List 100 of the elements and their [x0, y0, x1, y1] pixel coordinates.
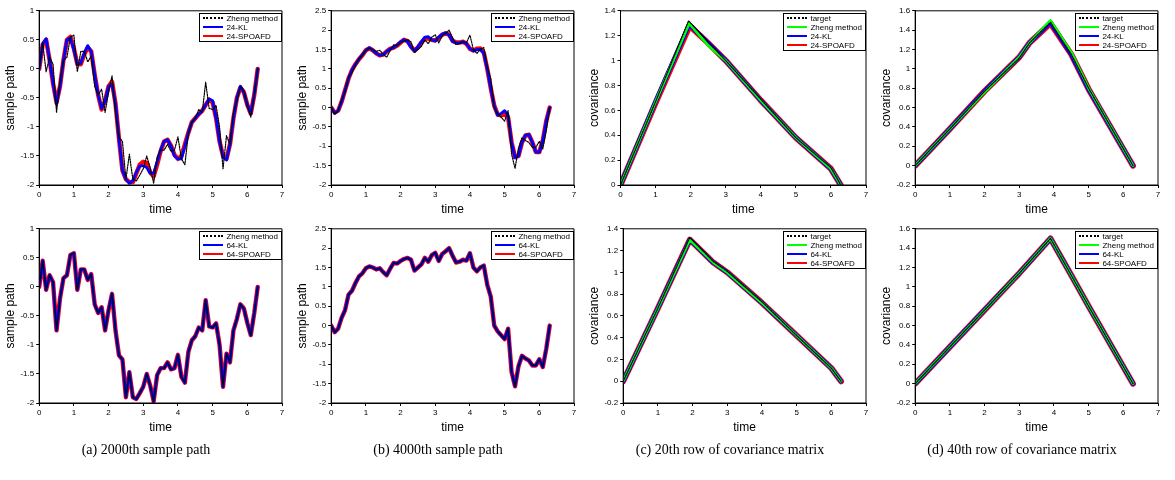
- y-axis-title: covariance: [586, 286, 601, 345]
- y-tick-label: 0.8: [604, 80, 617, 90]
- x-tick-label: 4: [467, 190, 473, 199]
- legend-label: Zheng method: [518, 231, 570, 241]
- y-tick-label: 1: [905, 282, 911, 292]
- x-tick-label: 3: [1017, 408, 1023, 417]
- y-tick-label: 0.4: [607, 332, 619, 342]
- y-tick-label: 1.2: [604, 30, 617, 40]
- text: (c) 20th row of covariance matrix: [634, 442, 826, 458]
- x-tick-label: 0: [912, 408, 918, 417]
- y-tick-label: 0.2: [607, 354, 619, 364]
- y-axis-title: covariance: [878, 68, 893, 127]
- x-axis-title: time: [149, 202, 173, 217]
- y-tick-label: 0.2: [899, 141, 911, 151]
- x-tick-label: 3: [433, 408, 439, 417]
- x-tick-label: 5: [210, 190, 216, 199]
- x-tick-label: 6: [245, 190, 251, 199]
- y-axis-title: sample path: [294, 283, 309, 349]
- x-tick-label: 7: [863, 408, 869, 417]
- y-tick-label: -1.5: [312, 378, 327, 388]
- y-tick-label: 0: [321, 102, 327, 112]
- y-tick-label: 1.4: [899, 243, 911, 253]
- x-tick-label: 2: [398, 190, 404, 199]
- x-tick-label: 6: [537, 190, 543, 199]
- y-tick-label: 0.4: [899, 340, 911, 350]
- x-tick-label: 2: [688, 190, 694, 199]
- x-tick-label: 5: [502, 190, 508, 199]
- y-tick-label: 0.6: [607, 311, 619, 321]
- y-tick-label: 2: [321, 243, 327, 253]
- legend-label: 24-SPOAFD: [518, 31, 563, 41]
- x-tick-label: 5: [794, 408, 800, 417]
- x-tick-label: 1: [71, 190, 77, 199]
- y-tick-label: 1.2: [899, 262, 911, 272]
- y-tick-label: 0.4: [899, 122, 911, 132]
- y-tick-label: -2: [27, 180, 35, 190]
- x-tick-label: 3: [1017, 190, 1023, 199]
- legend-label: 64-KL: [1102, 249, 1124, 259]
- y-tick-label: 1: [611, 55, 617, 65]
- x-tick-label: 2: [106, 190, 112, 199]
- x-axis-title: time: [733, 420, 757, 435]
- legend-label: 64-KL: [810, 249, 832, 259]
- legend-label: 24-SPOAFD: [810, 40, 855, 50]
- x-tick-label: 1: [71, 408, 77, 417]
- y-axis-title: sample path: [2, 65, 17, 131]
- y-tick-label: 2: [321, 25, 327, 35]
- y-tick-label: 1.5: [315, 44, 327, 54]
- x-tick-label: 4: [175, 190, 181, 199]
- legend-label: 24-KL: [810, 31, 832, 41]
- x-tick-label: 4: [467, 408, 473, 417]
- y-tick-label: 0.5: [23, 35, 35, 45]
- legend-label: 24-SPOAFD: [226, 31, 271, 41]
- y-tick-label: 1: [321, 64, 327, 74]
- y-tick-label: -1: [319, 359, 327, 369]
- y-tick-label: -0.5: [312, 340, 327, 350]
- x-tick-label: 5: [502, 408, 508, 417]
- legend-label: 24-KL: [1102, 31, 1124, 41]
- y-tick-label: 0: [611, 180, 617, 190]
- x-tick-label: 5: [210, 408, 216, 417]
- y-tick-label: 0: [29, 64, 35, 74]
- legend-label: Zheng method: [1102, 240, 1154, 250]
- y-axis-title: sample path: [2, 283, 17, 349]
- x-tick-label: 4: [758, 190, 764, 199]
- x-tick-label: 6: [245, 408, 251, 417]
- x-tick-label: 3: [141, 408, 147, 417]
- legend-label: 64-SPOAFD: [810, 258, 855, 268]
- legend-label: target: [1102, 13, 1123, 23]
- legend-label: 64-SPOAFD: [1102, 258, 1147, 268]
- legend-label: 24-KL: [226, 22, 248, 32]
- legend-label: Zheng method: [1102, 22, 1154, 32]
- x-axis-title: time: [731, 202, 755, 217]
- y-tick-label: 1: [29, 6, 35, 15]
- y-tick-label: -2: [319, 398, 327, 408]
- x-tick-label: 7: [571, 408, 577, 417]
- legend-label: 64-SPOAFD: [226, 249, 271, 259]
- y-tick-label: 0.8: [899, 83, 911, 93]
- y-tick-label: 2.5: [315, 6, 327, 15]
- y-tick-label: -0.2: [896, 398, 911, 408]
- y-tick-label: 1.6: [899, 224, 911, 233]
- x-tick-label: 5: [1086, 190, 1092, 199]
- y-tick-label: 1.4: [607, 224, 619, 233]
- x-tick-label: 6: [828, 190, 834, 199]
- y-tick-label: 1: [321, 282, 327, 292]
- y-tick-label: 0.6: [604, 105, 617, 115]
- x-tick-label: 6: [1121, 190, 1127, 199]
- x-tick-label: 7: [279, 190, 285, 199]
- legend-label: 64-KL: [226, 240, 248, 250]
- legend-label: Zheng method: [518, 13, 570, 23]
- y-tick-label: -1: [27, 122, 35, 132]
- y-axis-title: covariance: [878, 286, 893, 345]
- text: (b) 4000th sample path: [372, 442, 504, 458]
- legend-label: target: [810, 13, 831, 23]
- y-tick-label: 1.4: [604, 6, 617, 15]
- y-tick-label: 0.6: [899, 102, 911, 112]
- y-tick-label: 0: [321, 320, 327, 330]
- x-tick-label: 1: [653, 190, 659, 199]
- y-tick-label: -1.5: [20, 151, 35, 161]
- x-tick-label: 1: [363, 190, 369, 199]
- x-tick-label: 0: [912, 190, 918, 199]
- legend-label: 64-KL: [518, 240, 540, 250]
- legend-label: 64-SPOAFD: [518, 249, 563, 259]
